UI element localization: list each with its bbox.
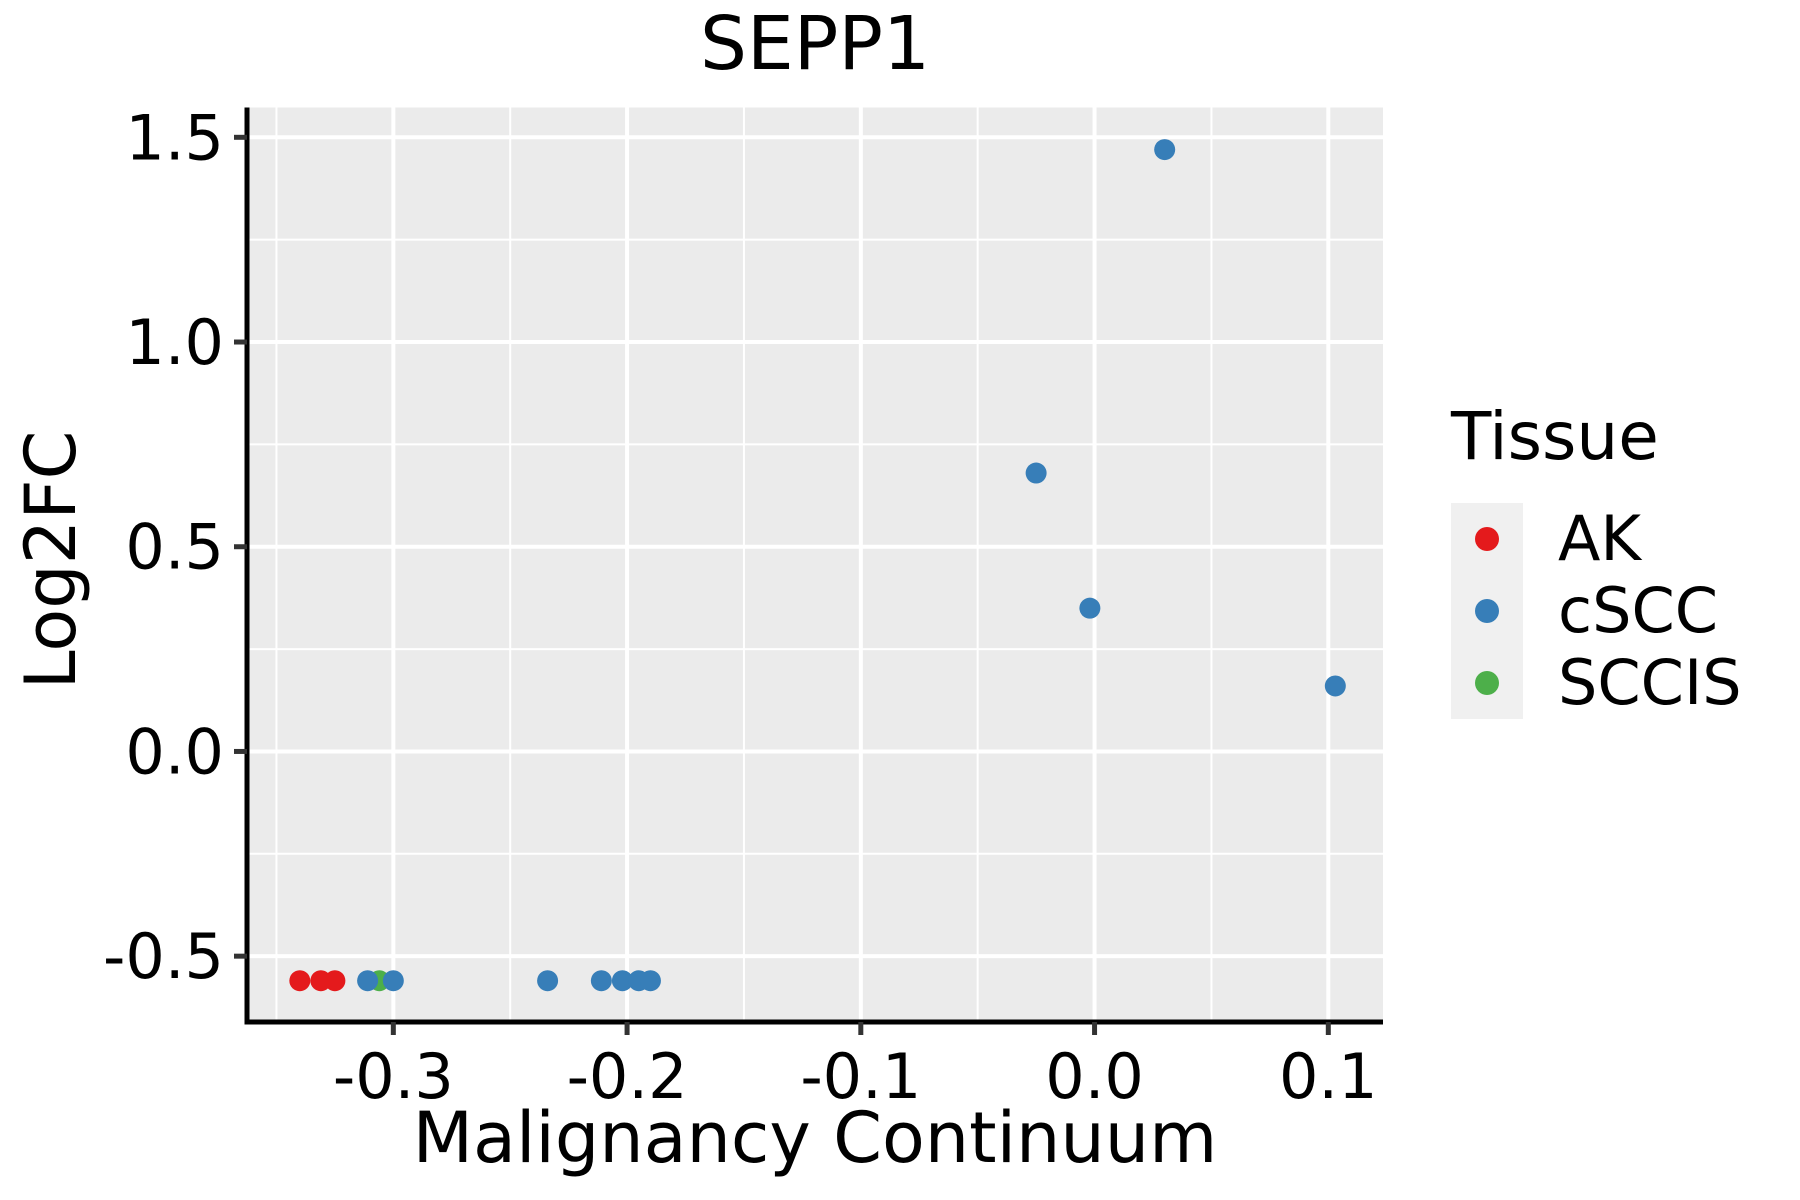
x-axis-label: Malignancy Continuum (412, 1097, 1218, 1179)
plot-panel (247, 107, 1383, 1022)
legend-item-ak: AK (1451, 503, 1742, 575)
legend-item-sccis: SCCIS (1451, 647, 1742, 719)
data-point-cscc (382, 970, 404, 992)
legend-dot-ak (1475, 527, 1499, 551)
data-point-cscc (1154, 139, 1176, 161)
x-tick-label: 0.0 (1045, 1040, 1144, 1113)
legend: Tissue AK cSCC SCCIS (1451, 404, 1742, 719)
x-tick-label: -0.1 (800, 1040, 921, 1113)
x-tick-label: -0.2 (567, 1040, 688, 1113)
y-tick-label: 0.5 (125, 511, 224, 584)
y-tick-label: -0.5 (103, 920, 224, 993)
x-tick-label: 0.1 (1279, 1040, 1378, 1113)
y-tick-label: 1.0 (125, 306, 224, 379)
data-point-cscc (590, 970, 612, 992)
data-point-cscc (357, 970, 379, 992)
legend-keys: AK cSCC SCCIS (1451, 503, 1742, 719)
legend-label-ak: AK (1558, 502, 1642, 575)
data-point-cscc (1025, 462, 1047, 484)
data-point-ak (289, 970, 311, 992)
plot-title: SEPP1 (699, 1, 931, 87)
data-point-cscc (611, 970, 633, 992)
legend-key-box (1451, 503, 1523, 575)
legend-key-box (1451, 647, 1523, 719)
legend-title: Tissue (1451, 398, 1659, 475)
y-axis-label: Log2FC (10, 430, 92, 690)
data-point-cscc (639, 970, 661, 992)
data-point-ak (324, 970, 346, 992)
y-tick-label: 0.0 (125, 715, 224, 788)
legend-label-cscc: cSCC (1558, 574, 1719, 647)
legend-key-box (1451, 575, 1523, 647)
data-point-cscc (537, 970, 559, 992)
data-point-cscc (1079, 597, 1101, 619)
legend-label-sccis: SCCIS (1558, 646, 1742, 719)
x-tick-label: -0.3 (333, 1040, 454, 1113)
y-tick-label: 1.5 (125, 101, 224, 174)
legend-item-cscc: cSCC (1451, 575, 1742, 647)
legend-dot-cscc (1475, 599, 1499, 623)
legend-dot-sccis (1475, 671, 1499, 695)
data-point-cscc (1324, 675, 1346, 697)
